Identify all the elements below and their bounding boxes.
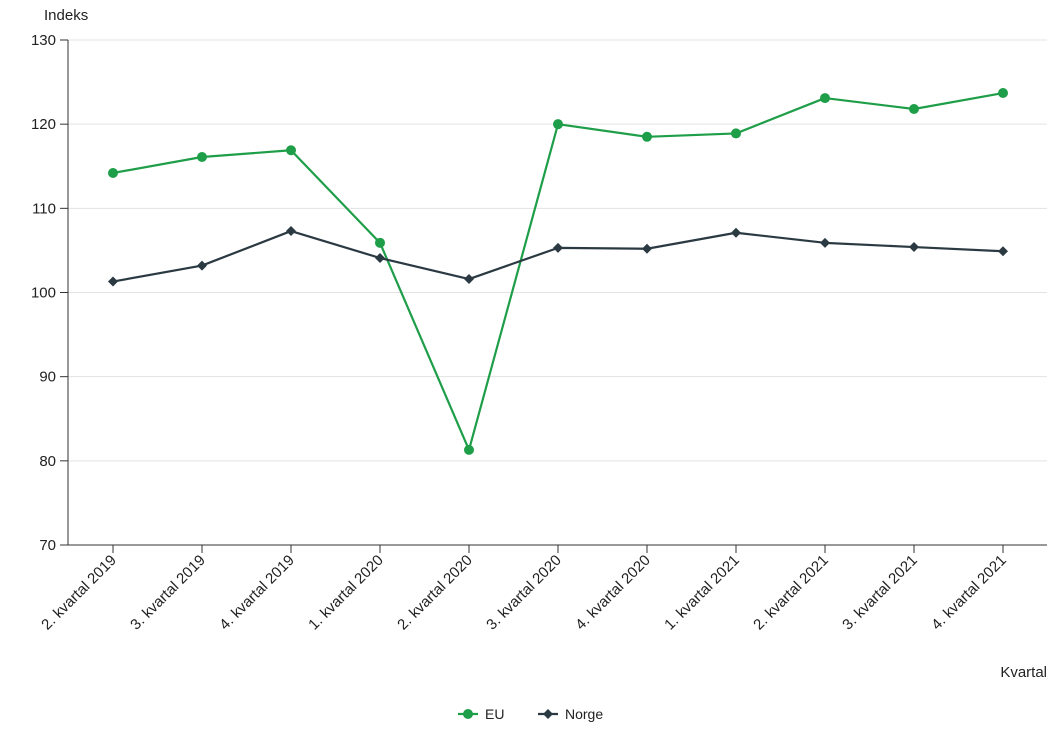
y-tick-label: 110	[32, 200, 56, 217]
x-tick-label: 3. kvartal 2019	[127, 552, 209, 634]
y-axis-title: Indeks	[44, 7, 88, 24]
data-point	[731, 128, 741, 139]
y-tick-label: 90	[39, 369, 56, 386]
y-axis-ticks: 70 80 90 100 110 120 130	[31, 32, 68, 554]
series-line	[112, 229, 1004, 283]
data-point	[108, 167, 118, 178]
data-point	[464, 274, 474, 285]
series-norge	[108, 226, 1008, 287]
data-point	[197, 260, 207, 271]
legend-marker	[543, 709, 553, 719]
legend-label: Norge	[565, 706, 603, 722]
series-line	[112, 91, 1004, 451]
data-point	[464, 444, 474, 455]
data-point	[375, 237, 385, 248]
data-point	[998, 88, 1008, 99]
legend-label: EU	[485, 706, 504, 722]
y-tick-label: 100	[31, 285, 56, 302]
data-point	[820, 93, 830, 104]
data-point	[642, 131, 652, 142]
legend-marker	[463, 709, 473, 719]
x-axis-title: Kvartal	[1000, 664, 1047, 681]
data-point	[375, 252, 385, 263]
x-tick-label: 4. kvartal 2019	[216, 552, 298, 634]
data-point	[286, 145, 296, 156]
data-point	[642, 243, 652, 254]
x-tick-label: 1. kvartal 2021	[661, 552, 743, 634]
x-tick-label: 1. kvartal 2020	[305, 552, 387, 634]
data-point	[197, 151, 207, 162]
legend: EU Norge	[458, 706, 603, 722]
x-axis-ticks: 2. kvartal 2019 3. kvartal 2019 4. kvartal…	[38, 545, 1010, 633]
data-point	[909, 104, 919, 115]
x-tick-label: 3. kvartal 2021	[839, 552, 921, 634]
legend-item-eu: EU	[458, 706, 504, 722]
series-eu	[108, 88, 1008, 455]
y-tick-label: 130	[31, 32, 56, 49]
data-point	[286, 226, 296, 237]
x-tick-label: 2. kvartal 2021	[750, 552, 832, 634]
y-tick-label: 70	[39, 537, 56, 554]
data-point	[998, 246, 1008, 257]
data-point	[731, 227, 741, 238]
data-point	[553, 119, 563, 130]
x-tick-label: 2. kvartal 2019	[38, 552, 120, 634]
x-tick-label: 4. kvartal 2021	[928, 552, 1010, 634]
x-tick-label: 2. kvartal 2020	[394, 552, 476, 634]
data-point	[820, 237, 830, 248]
series	[108, 88, 1008, 455]
data-point	[553, 242, 563, 253]
y-tick-label: 120	[31, 116, 56, 133]
data-point	[909, 242, 919, 253]
y-tick-label: 80	[39, 453, 56, 470]
legend-item-norge: Norge	[538, 706, 603, 722]
x-tick-label: 3. kvartal 2020	[483, 552, 565, 634]
data-point	[108, 276, 118, 287]
x-tick-label: 4. kvartal 2020	[572, 552, 654, 634]
